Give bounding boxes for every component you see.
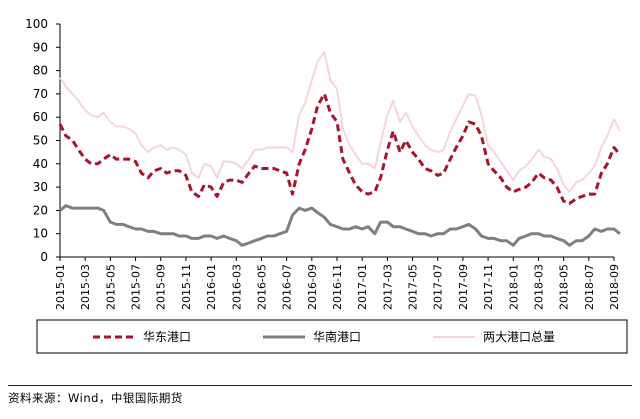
x-tick-label: 2016-07 [281,264,294,310]
y-tick-label: 60 [33,110,48,124]
source-note: 资料来源：Wind，中银国际期货 [8,391,183,405]
x-tick-label: 2017-01 [356,264,369,310]
x-tick-label: 2018-07 [583,264,596,310]
footer-divider [8,385,632,386]
x-tick-label: 2017-11 [482,264,495,310]
legend-label-1: 华南港口 [313,329,361,344]
series-line-1 [59,204,621,247]
y-tick-label: 0 [40,250,48,264]
x-tick-label: 2015-01 [54,264,67,310]
x-tick-label: 2015-03 [79,264,92,310]
x-tick-label: 2016-03 [230,264,243,310]
y-axis: 0 10 20 30 40 50 60 70 80 90 100 [25,17,61,264]
x-tick-label: 2015-11 [180,264,193,310]
x-tick-label: 2018-01 [507,264,520,310]
x-tick-label: 2017-03 [381,264,394,310]
x-tick-label: 2018-05 [558,264,571,310]
legend-box [36,319,628,354]
y-tick-label: 90 [33,40,48,54]
legend: 华东港口 华南港口 两大港口总量 [93,329,555,344]
y-tick-label: 50 [33,134,48,148]
x-tick-label: 2016-11 [331,264,344,310]
x-tick-label: 2015-05 [104,264,117,310]
legend-label-2: 两大港口总量 [483,330,555,344]
x-tick-label: 2017-05 [407,264,420,310]
x-axis: 2015-01 2015-03 2015-05 2015-07 2015-09 2015-… [54,256,621,310]
x-tick-label: 2015-09 [155,264,168,310]
y-tick-label: 10 [33,227,48,241]
x-tick-label: 2017-09 [457,264,470,310]
series-layer [58,51,622,247]
y-tick-label: 100 [25,17,48,31]
x-tick-label: 2015-07 [130,264,143,310]
x-tick-label: 2018-03 [532,264,545,310]
x-tick-label: 2016-09 [306,264,319,310]
y-tick-label: 20 [33,203,48,217]
series-line-2 [59,51,621,193]
x-tick-label: 2018-09 [608,264,621,310]
y-tick-label: 70 [33,87,48,101]
x-tick-label: 2016-01 [205,264,218,310]
series-line-0 [58,92,622,205]
y-tick-label: 40 [33,157,48,171]
x-tick-label: 2016-05 [255,264,268,310]
legend-label-0: 华东港口 [143,330,191,344]
y-tick-label: 80 [33,64,48,78]
y-tick-label: 30 [33,180,48,194]
x-tick-label: 2017-07 [432,264,445,310]
